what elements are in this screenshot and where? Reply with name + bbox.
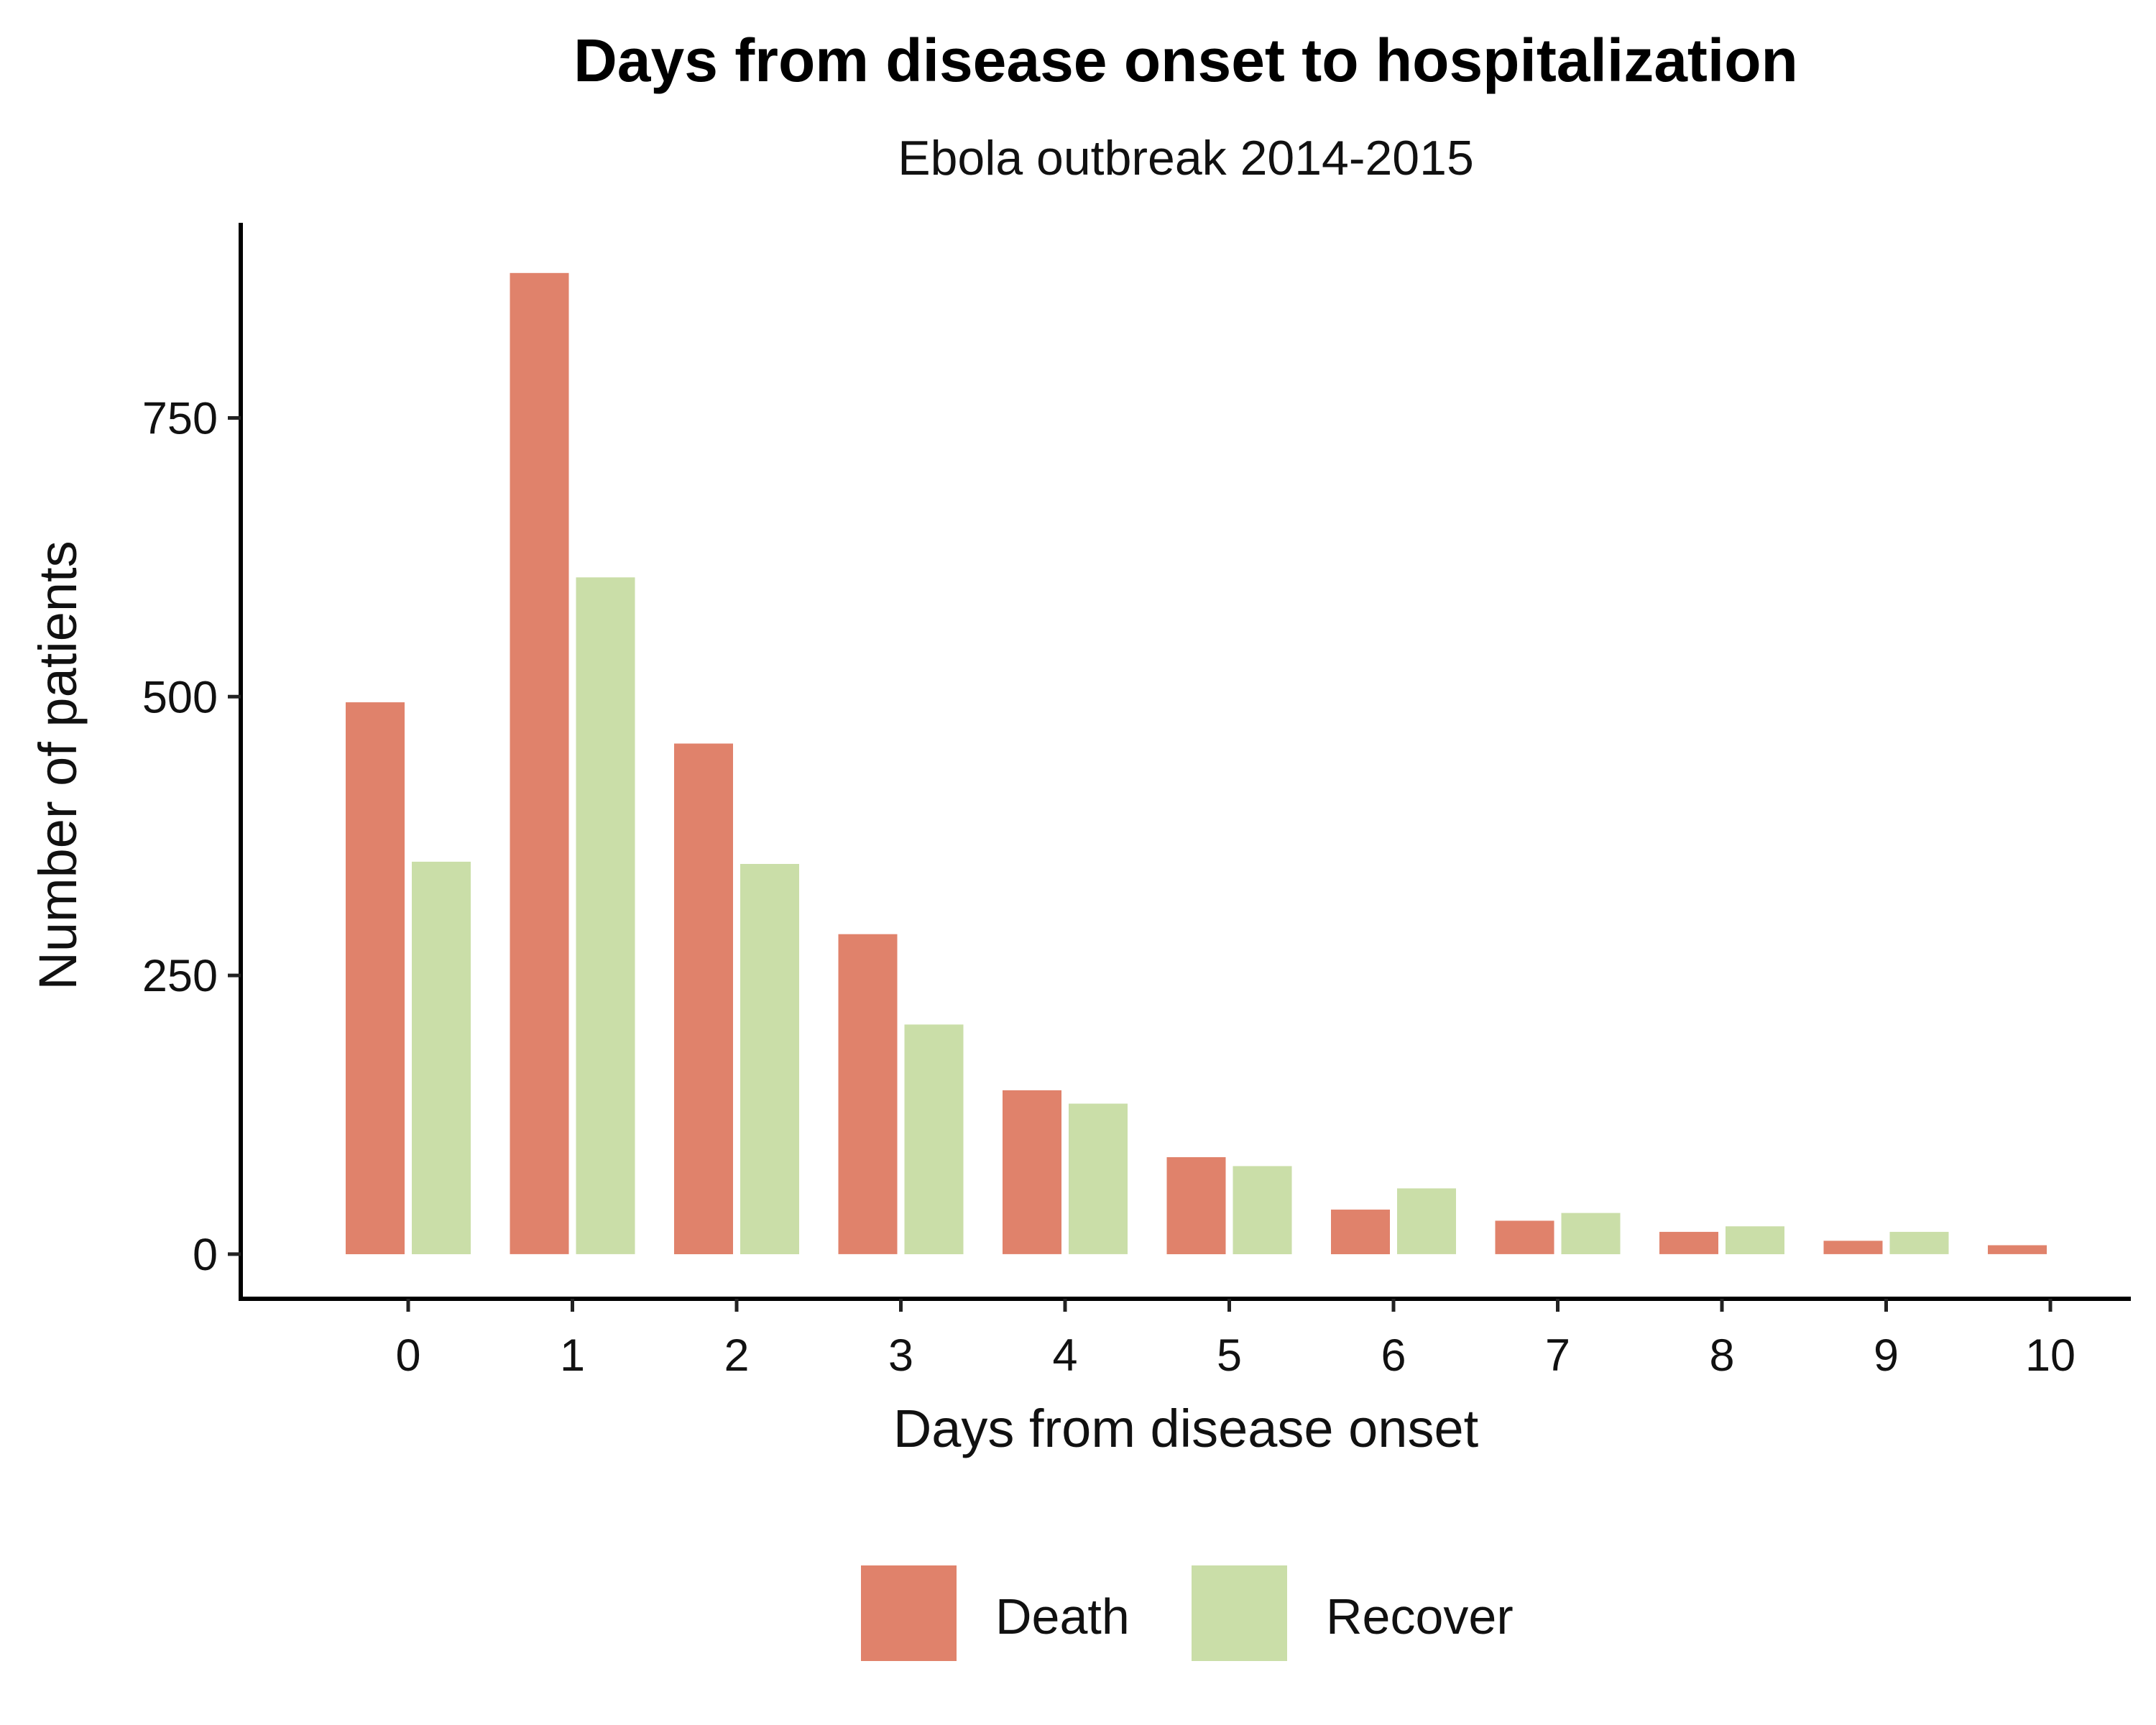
bar-death-8 [1659,1231,1718,1254]
bar-death-7 [1495,1220,1554,1254]
x-tick-label-1: 1 [560,1330,585,1381]
axes-layer [239,223,2131,1301]
bar-recover-8 [1726,1226,1784,1254]
x-tick-label-3: 3 [888,1330,913,1381]
legend-label-death: Death [995,1588,1130,1644]
y-axis-title: Number of patients [28,540,88,990]
bar-recover-1 [576,577,635,1254]
x-axis-title: Days from disease onset [893,1399,1479,1458]
bar-death-1 [510,272,569,1254]
x-tick-label-2: 2 [724,1330,749,1381]
bar-death-0 [346,702,405,1254]
bar-recover-5 [1233,1166,1292,1254]
bar-death-5 [1166,1157,1226,1254]
bar-death-9 [1823,1241,1883,1254]
x-tick-label-10: 10 [2025,1330,2076,1381]
legend: Death Recover [861,1565,1514,1661]
y-tick-label-750: 750 [142,394,218,444]
bar-recover-0 [412,861,471,1254]
bar-recover-9 [1889,1231,1949,1254]
legend-swatch-death [861,1565,957,1661]
bar-recover-6 [1397,1188,1456,1254]
ticks-layer: 0 250 500 750 0 1 2 3 4 5 6 7 8 9 10 [142,394,2076,1381]
legend-swatch-recover [1192,1565,1287,1661]
y-tick-label-0: 0 [193,1230,218,1280]
y-tick-label-250: 250 [142,951,218,1001]
bar-recover-4 [1069,1103,1128,1254]
bar-death-4 [1003,1090,1061,1254]
legend-label-recover: Recover [1326,1588,1514,1644]
x-tick-label-9: 9 [1874,1330,1899,1381]
x-tick-label-7: 7 [1545,1330,1570,1381]
bar-death-10 [1988,1245,2047,1254]
bar-death-3 [838,934,898,1254]
x-tick-label-0: 0 [395,1330,420,1381]
bar-death-6 [1331,1209,1390,1254]
bars-layer [346,272,2047,1254]
bar-recover-3 [904,1024,964,1254]
bar-recover-2 [740,864,799,1254]
x-tick-label-6: 6 [1381,1330,1406,1381]
chart-subtitle: Ebola outbreak 2014-2015 [898,131,1474,185]
chart-title: Days from disease onset to hospitalizati… [573,27,1798,94]
x-tick-label-8: 8 [1709,1330,1734,1381]
x-tick-label-4: 4 [1052,1330,1077,1381]
bar-death-2 [674,743,733,1254]
bar-recover-7 [1561,1213,1621,1254]
x-tick-label-5: 5 [1217,1330,1242,1381]
y-tick-label-500: 500 [142,672,218,722]
